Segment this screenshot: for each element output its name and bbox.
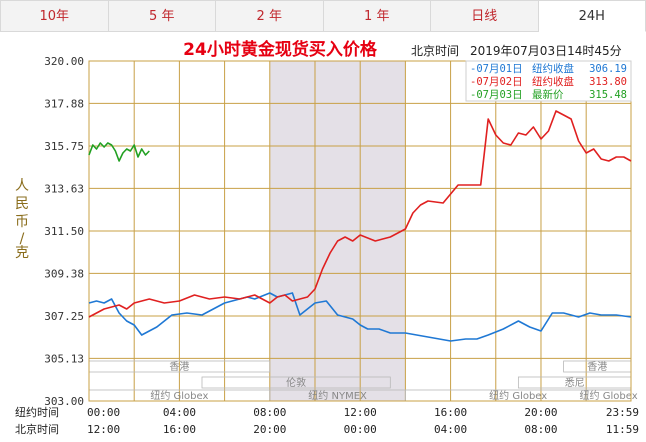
legend-series-name: -07月02日: [470, 76, 523, 88]
x-tick-label: 20:00: [524, 406, 557, 419]
session-label: 纽约 NYMEX: [308, 389, 367, 402]
tab-24h[interactable]: 24H: [538, 0, 646, 32]
session-label: 香港: [169, 361, 189, 373]
chart-ylabel: 人 民 币 / 克: [15, 178, 29, 261]
legend-series-label: 纽约收盘: [532, 75, 574, 88]
y-tick-label: 317.88: [44, 97, 84, 110]
x-tick-label: 12:00: [87, 423, 120, 436]
legend-series-label: 最新价: [532, 88, 564, 101]
x-tick-label: 04:00: [434, 423, 467, 436]
legend-series-value: 313.80: [589, 76, 627, 88]
series-line-2: [88, 110, 632, 318]
x-tick-label: 20:00: [253, 423, 286, 436]
y-tick-labels: 320.00 317.88 315.75 313.63 311.50 309.38 307.…: [44, 55, 84, 408]
ylabel-char-5: 克: [15, 245, 29, 261]
session-label: 纽约 Globex: [580, 389, 638, 402]
x-tick-label: 08:00: [253, 406, 286, 419]
session-label: 纽约 Globex: [150, 389, 208, 402]
tab-5-year[interactable]: 5 年: [108, 0, 216, 32]
session-label: 香港: [587, 361, 607, 373]
legend-box: [465, 60, 632, 102]
y-tick-label: 309.38: [44, 267, 84, 280]
tab-10-year[interactable]: 10年: [0, 0, 109, 32]
x-tick-label: 16:00: [163, 423, 196, 436]
x-tick-label: 23:59: [606, 406, 639, 419]
y-tick-label: 315.75: [44, 140, 84, 153]
x-tick-label: 16:00: [434, 406, 467, 419]
chart-title: 24小时黄金现货买入价格: [183, 39, 378, 60]
chart-frame: [88, 60, 632, 402]
session-label: 纽约 Globex: [489, 389, 547, 402]
x-row-label: 纽约时间: [15, 405, 59, 419]
x-tick-label: 04:00: [163, 406, 196, 419]
x-tick-label: 11:59: [606, 423, 639, 436]
tab-daily[interactable]: 日线: [431, 0, 539, 32]
session-bar: [201, 376, 391, 389]
chart-legend: -07月01日 纽约收盘 306.19 -07月02日 纽约收盘 313.80 -07月03…: [465, 60, 632, 102]
chart-series: [88, 110, 632, 342]
x-tick-label: 08:00: [524, 423, 557, 436]
x-tick-labels: 纽约时间 00:00 04:00 08:00 12:00 16:00 20:00 23:59 北…: [15, 405, 639, 436]
legend-series-name: -07月01日: [470, 63, 523, 75]
x-tick-label: 00:00: [87, 406, 120, 419]
x-tick-label: 00:00: [344, 423, 377, 436]
legend-series-name: -07月03日: [470, 89, 523, 101]
series-line-3: [88, 142, 150, 162]
legend-series-value: 306.19: [589, 63, 627, 75]
y-tick-label: 307.25: [44, 310, 84, 323]
y-tick-label: 303.00: [44, 395, 84, 408]
y-tick-label: 311.50: [44, 225, 84, 238]
ylabel-char-1: 人: [15, 178, 29, 194]
session-label: 伦敦: [286, 376, 306, 389]
y-tick-label: 320.00: [44, 55, 84, 68]
time-zone-label: 北京时间: [411, 44, 459, 58]
current-datetime: 2019年07月03日14时45分: [470, 44, 622, 58]
series-line-1: [88, 292, 632, 342]
x-row-label: 北京时间: [15, 422, 59, 436]
y-tick-label: 313.63: [44, 182, 84, 195]
session-label: 悉尼: [565, 377, 585, 389]
ylabel-char-4: /: [20, 231, 25, 247]
y-tick-label: 305.13: [44, 352, 84, 365]
legend-series-label: 纽约收盘: [532, 62, 574, 75]
legend-series-value: 315.48: [589, 89, 627, 101]
ylabel-char-3: 币: [15, 214, 29, 230]
chart-grid: [88, 60, 632, 402]
period-tabs: 10年 5 年 2 年 1 年 日线 24H: [0, 0, 646, 33]
x-tick-label: 12:00: [344, 406, 377, 419]
tab-2-year[interactable]: 2 年: [216, 0, 324, 32]
ylabel-char-2: 民: [15, 196, 29, 212]
tab-1-year[interactable]: 1 年: [323, 0, 431, 32]
